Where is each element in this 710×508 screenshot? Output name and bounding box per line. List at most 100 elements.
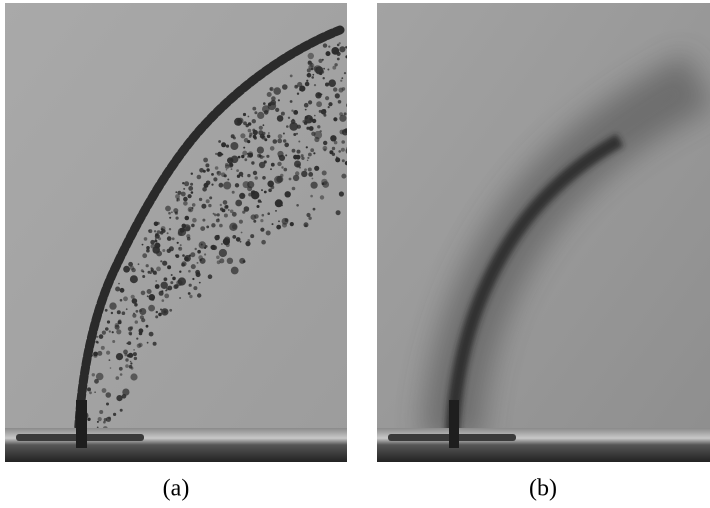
droplet (125, 358, 129, 362)
droplet (203, 157, 209, 163)
droplet (186, 234, 191, 239)
droplet (266, 134, 271, 139)
droplet (309, 117, 313, 121)
droplet (369, 118, 372, 121)
droplet (165, 205, 171, 212)
droplet (258, 161, 266, 169)
droplet (296, 124, 301, 129)
droplet (141, 318, 146, 323)
droplet (300, 154, 304, 158)
droplet (153, 230, 157, 233)
droplet (356, 192, 360, 196)
droplet (260, 219, 264, 223)
droplet (146, 289, 152, 294)
droplet (316, 101, 322, 108)
droplet (219, 203, 222, 207)
droplet (164, 293, 170, 299)
droplet (242, 150, 248, 156)
droplet (207, 274, 213, 280)
droplet (158, 312, 162, 317)
droplet (289, 222, 294, 227)
droplet (132, 313, 137, 318)
droplet (219, 258, 225, 264)
droplet (372, 131, 374, 133)
droplet (252, 170, 258, 176)
droplet (372, 125, 376, 129)
droplet (313, 130, 323, 140)
droplet (336, 156, 338, 158)
droplet (318, 109, 322, 113)
droplet (256, 146, 264, 154)
droplet (153, 221, 159, 227)
droplet (296, 149, 301, 154)
droplet (166, 236, 172, 241)
droplet (312, 73, 315, 76)
droplet (319, 130, 322, 133)
droplet (139, 309, 142, 313)
droplet (321, 58, 324, 61)
droplet (354, 134, 356, 136)
droplet (153, 271, 158, 276)
droplet (373, 171, 377, 175)
droplet (201, 203, 207, 209)
droplet (156, 230, 161, 235)
droplet (189, 294, 193, 299)
droplet (251, 119, 256, 124)
droplet (308, 152, 312, 157)
droplet (247, 151, 254, 157)
droplet (168, 228, 172, 231)
panel-a (5, 3, 377, 462)
droplet (133, 356, 138, 361)
droplet (296, 204, 299, 207)
droplet (225, 240, 228, 243)
droplet (359, 67, 363, 71)
droplet (310, 63, 315, 68)
droplet (237, 119, 240, 122)
droplet (242, 210, 246, 214)
droplet (218, 140, 222, 143)
droplet (261, 189, 263, 192)
droplet (146, 246, 150, 250)
droplet (325, 51, 331, 57)
droplet (128, 331, 133, 336)
droplet (303, 121, 308, 125)
droplet (351, 113, 353, 115)
droplet (96, 335, 99, 338)
droplet (87, 417, 91, 421)
droplet (321, 170, 327, 176)
droplet (339, 112, 343, 116)
droplet (304, 115, 308, 120)
droplet (175, 254, 178, 257)
droplet (344, 128, 347, 133)
droplet (173, 284, 178, 290)
droplet (333, 117, 337, 120)
droplet (117, 320, 122, 325)
droplet (217, 234, 220, 238)
droplet (310, 194, 313, 198)
droplet (89, 391, 92, 395)
droplet (245, 123, 249, 128)
droplet (105, 392, 112, 398)
droplet (116, 329, 122, 335)
droplet (229, 162, 234, 167)
droplet (202, 169, 206, 173)
droplet (177, 190, 182, 195)
droplet (152, 341, 157, 346)
droplet (349, 33, 353, 37)
droplet (339, 129, 345, 135)
droplet (247, 173, 251, 178)
droplet (94, 391, 96, 394)
droplet (176, 197, 180, 202)
droplet (266, 154, 270, 158)
droplet (217, 151, 223, 157)
droplet (162, 249, 166, 252)
droplet (230, 266, 239, 275)
droplet (170, 281, 174, 285)
droplet (262, 124, 265, 127)
droplet (196, 261, 199, 264)
droplet (365, 59, 367, 61)
droplet (341, 77, 344, 80)
droplet (364, 57, 369, 62)
droplet (306, 212, 311, 218)
droplet (176, 279, 183, 287)
